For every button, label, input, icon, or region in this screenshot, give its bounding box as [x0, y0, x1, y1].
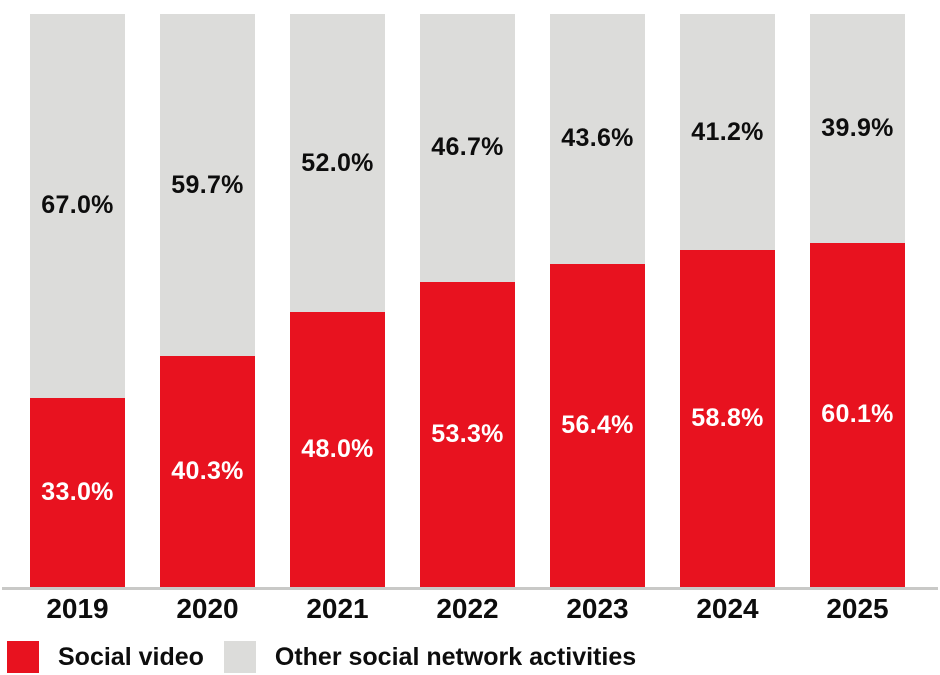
- bar-value-label-other-social-network-activities-2022: 46.7%: [431, 133, 504, 162]
- bar-value-label-other-social-network-activities-2019: 67.0%: [41, 191, 114, 220]
- x-axis-label-2023: 2023: [566, 593, 629, 624]
- bar-segment-other-social-network-activities-2022: 46.7%: [420, 14, 515, 282]
- bar-value-label-social-video-2023: 56.4%: [561, 410, 634, 439]
- bar-segment-social-video-2023: 56.4%: [550, 263, 645, 587]
- legend-label-social-video: Social video: [58, 642, 204, 671]
- bar-value-label-social-video-2020: 40.3%: [171, 457, 244, 486]
- bar-segment-social-video-2025: 60.1%: [810, 242, 905, 587]
- bar-segment-social-video-2020: 40.3%: [160, 356, 255, 587]
- x-axis-label-2021: 2021: [306, 593, 369, 624]
- bar-value-label-social-video-2024: 58.8%: [691, 404, 764, 433]
- bar-value-label-social-video-2021: 48.0%: [301, 435, 374, 463]
- bar-value-label-other-social-network-activities-2020: 59.7%: [171, 170, 244, 199]
- bar-segment-other-social-network-activities-2019: 67.0%: [30, 14, 125, 398]
- legend-swatch-social-video: [7, 641, 39, 673]
- bar-value-label-social-video-2025: 60.1%: [821, 400, 894, 429]
- legend-item-other-social-network-activities: Other social network activities: [223, 641, 637, 673]
- legend-label-other-social-network-activities: Other social network activities: [274, 642, 637, 671]
- bar-segment-other-social-network-activities-2021: 52.0%: [290, 14, 385, 312]
- x-axis-line: [2, 587, 938, 590]
- x-axis-label-2020: 2020: [176, 593, 239, 624]
- legend: Social video Other social network activi…: [7, 641, 636, 673]
- x-axis-label-2022: 2022: [436, 593, 499, 624]
- bar-segment-social-video-2021: 48.0%: [290, 312, 385, 587]
- bar-segment-other-social-network-activities-2025: 39.9%: [810, 14, 905, 243]
- legend-swatch-other-social-network-activities: [223, 641, 256, 673]
- bar-segment-social-video-2022: 53.3%: [420, 281, 515, 587]
- bar-segment-other-social-network-activities-2024: 41.2%: [680, 14, 775, 251]
- bar-segment-other-social-network-activities-2023: 43.6%: [550, 14, 645, 264]
- bar-segment-other-social-network-activities-2020: 59.7%: [160, 14, 255, 357]
- bar-value-label-other-social-network-activities-2025: 39.9%: [821, 113, 894, 142]
- bar-value-label-other-social-network-activities-2024: 41.2%: [691, 117, 764, 146]
- bar-value-label-other-social-network-activities-2021: 52.0%: [301, 148, 374, 177]
- bar-value-label-other-social-network-activities-2023: 43.6%: [561, 124, 634, 153]
- bar-segment-social-video-2019: 33.0%: [30, 397, 125, 587]
- x-axis-label-2019: 2019: [46, 593, 109, 624]
- bar-value-label-social-video-2019: 33.0%: [41, 477, 114, 506]
- bar-value-label-social-video-2022: 53.3%: [431, 419, 504, 448]
- x-axis-label-2025: 2025: [826, 593, 889, 624]
- x-axis-label-2024: 2024: [696, 593, 759, 624]
- legend-item-social-video: Social video: [7, 641, 204, 673]
- bar-segment-social-video-2024: 58.8%: [680, 250, 775, 587]
